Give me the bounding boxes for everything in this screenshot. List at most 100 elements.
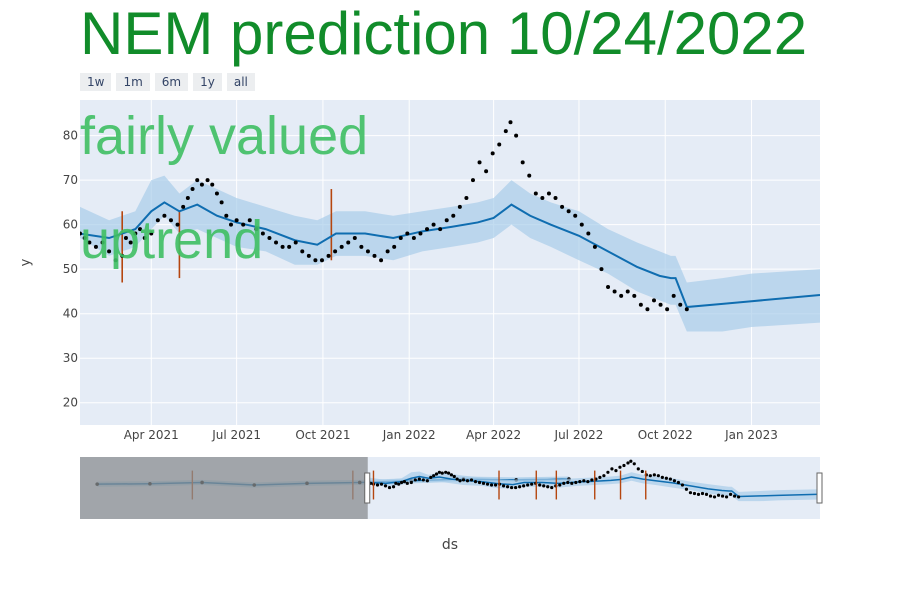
data-point — [372, 253, 377, 258]
data-point — [142, 236, 147, 241]
data-point — [260, 231, 265, 236]
x-tick-label: Jan 2022 — [382, 428, 436, 442]
data-point — [484, 169, 489, 174]
range-slider-point — [437, 470, 441, 474]
y-tick-label: 60 — [63, 218, 78, 232]
range-slider-point — [558, 483, 562, 487]
range-slider-point — [629, 459, 633, 463]
range-slider-point — [449, 473, 454, 477]
range-1m-button[interactable]: 1m — [116, 73, 150, 91]
data-point — [431, 222, 436, 227]
range-slider-point — [632, 462, 636, 466]
range-slider-point — [586, 480, 590, 484]
range-slider-point — [660, 475, 664, 479]
range-slider-point — [562, 481, 566, 485]
range-slider-point — [383, 484, 388, 488]
y-tick-label: 80 — [63, 129, 78, 143]
range-slider-point — [405, 481, 409, 485]
range-1y-button[interactable]: 1y — [193, 73, 222, 91]
range-slider-point — [526, 483, 530, 487]
data-point — [214, 191, 219, 196]
range-1w-button[interactable]: 1w — [80, 73, 112, 91]
data-point — [339, 244, 344, 249]
data-point — [503, 129, 508, 134]
range-slider-point — [566, 480, 570, 485]
data-point — [520, 160, 525, 165]
data-point — [120, 253, 125, 258]
range-slider-point — [394, 481, 398, 485]
data-point — [234, 218, 239, 223]
range-slider-point — [728, 492, 733, 496]
data-point — [425, 227, 430, 232]
data-point — [625, 289, 630, 294]
range-slider-point — [574, 480, 578, 485]
data-point — [665, 307, 670, 312]
range-slider-point — [652, 473, 656, 477]
range-slider-point — [598, 475, 602, 479]
range-slider-point — [622, 463, 626, 468]
range-all-button[interactable]: all — [226, 73, 255, 91]
range-slider-point — [550, 485, 554, 490]
range-slider-point — [688, 491, 693, 495]
range-slider-handle[interactable] — [364, 472, 371, 504]
range-slider-point — [538, 483, 542, 487]
range-slider-handle[interactable] — [816, 472, 823, 504]
data-point — [210, 182, 215, 187]
y-tick-label: 30 — [63, 351, 78, 365]
range-slider-point — [578, 480, 582, 484]
data-point — [195, 178, 200, 183]
range-slider-point — [712, 495, 717, 499]
data-point — [162, 213, 167, 218]
range-slider-point — [461, 478, 466, 482]
data-point — [168, 218, 173, 223]
data-point — [241, 222, 246, 227]
range-slider-point — [465, 479, 470, 483]
range-slider-mask — [80, 457, 368, 519]
x-tick-label: Jul 2022 — [554, 428, 604, 442]
data-point — [658, 302, 663, 307]
range-slider[interactable] — [80, 457, 823, 519]
range-slider-point — [455, 477, 459, 481]
range-slider-point — [402, 480, 407, 484]
data-point — [123, 236, 128, 241]
data-point — [219, 200, 224, 205]
range-slider-point — [481, 481, 486, 485]
data-point — [490, 151, 495, 156]
trend-annotation: uptrend — [80, 210, 264, 270]
x-tick-label: Apr 2021 — [124, 428, 179, 442]
range-slider-point — [458, 479, 462, 483]
data-point — [560, 204, 565, 209]
data-point — [540, 195, 545, 200]
data-point — [107, 249, 112, 254]
range-slider-point — [518, 485, 522, 489]
range-slider-point — [522, 484, 526, 488]
data-point — [527, 173, 532, 178]
data-point — [333, 249, 338, 254]
range-slider-point — [425, 479, 429, 483]
range-slider-point — [672, 479, 677, 483]
data-point — [190, 187, 195, 192]
x-tick-label: Jan 2023 — [724, 428, 778, 442]
range-slider-point — [618, 465, 622, 469]
range-slider-point — [708, 494, 713, 498]
data-point — [185, 195, 190, 200]
data-point — [632, 293, 637, 298]
y-axis-label: y — [18, 258, 34, 267]
range-6m-button[interactable]: 6m — [154, 73, 189, 91]
data-point — [254, 227, 259, 232]
data-point — [533, 191, 538, 196]
data-point — [553, 195, 558, 200]
data-point — [80, 231, 82, 236]
data-point — [247, 218, 252, 223]
range-slider-band — [367, 471, 820, 502]
range-slider-point — [570, 481, 574, 485]
x-tick-label: Oct 2022 — [638, 428, 693, 442]
data-point — [306, 253, 311, 258]
data-point — [438, 227, 443, 232]
range-slider-point — [724, 495, 729, 499]
range-slider-point — [387, 485, 392, 490]
range-slider-point — [664, 476, 668, 480]
data-point — [418, 231, 423, 236]
main-plot[interactable]: 20 30 40 50 60 70 80 Apr 2021 Jul 2021 Oct 2021 Ja… — [63, 100, 820, 442]
